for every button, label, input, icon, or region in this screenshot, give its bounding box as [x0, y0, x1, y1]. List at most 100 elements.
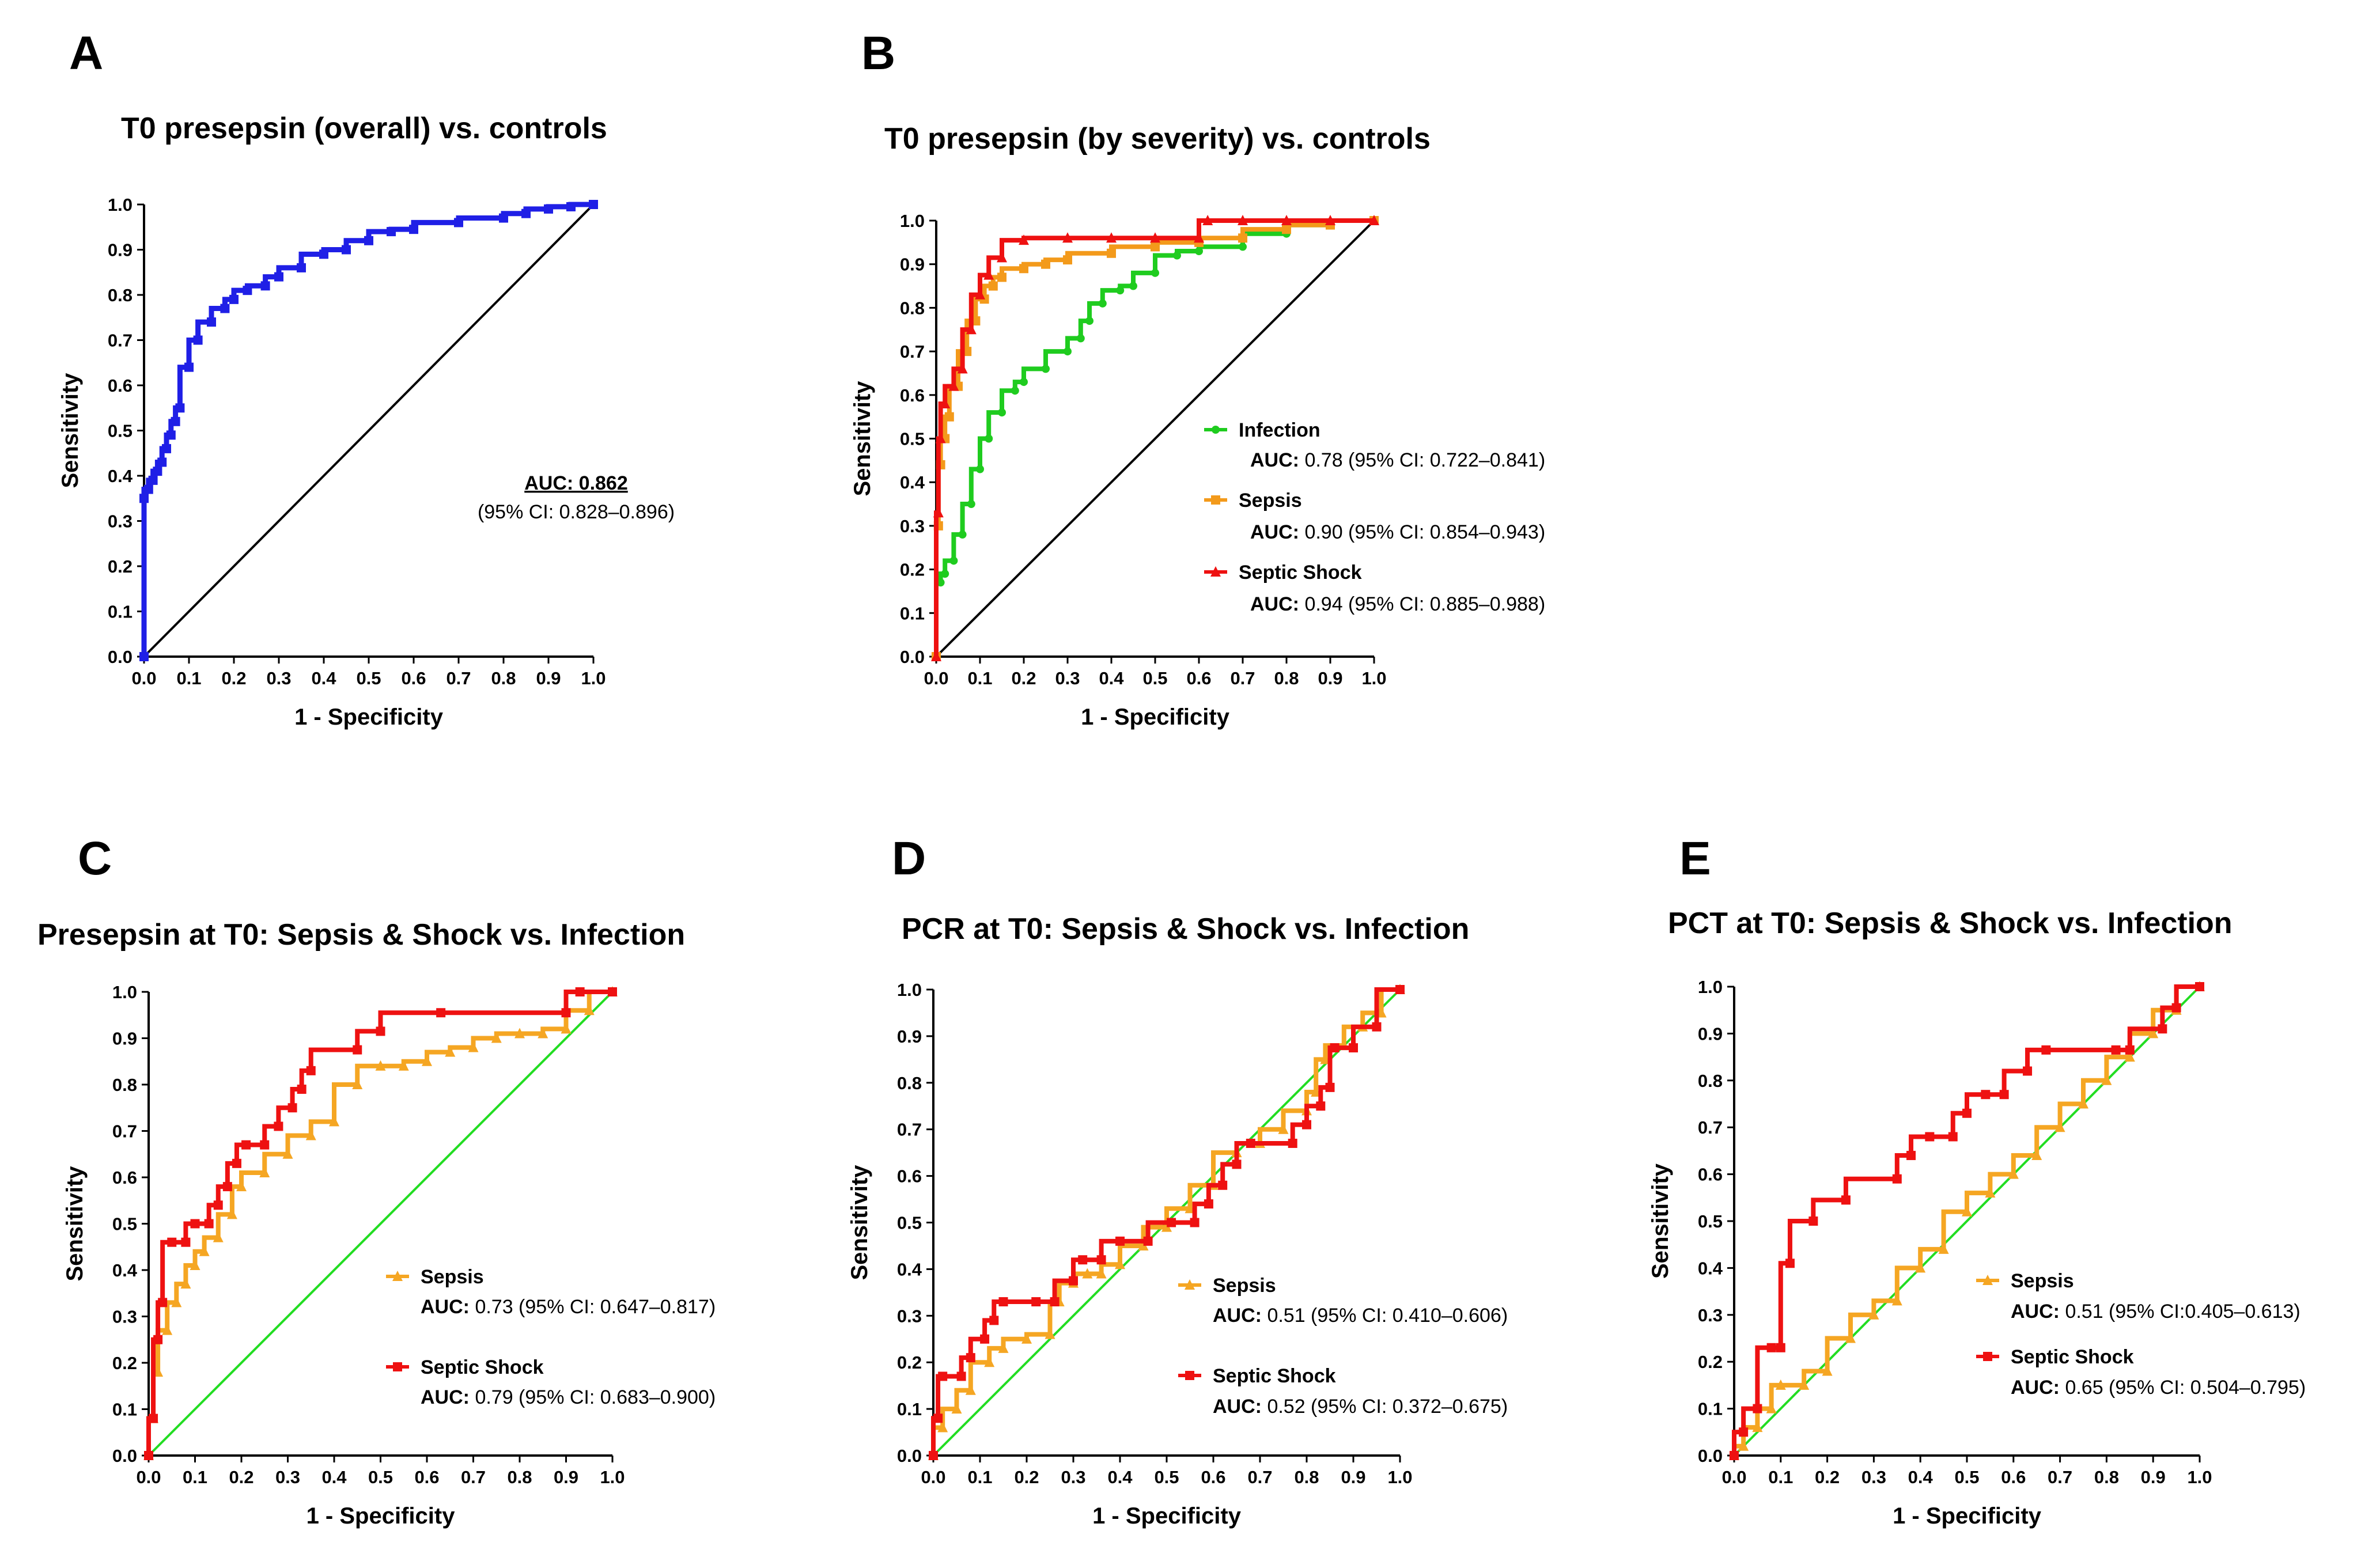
data-point	[936, 578, 945, 587]
data-point	[1752, 1422, 1763, 1432]
data-point	[1115, 1259, 1125, 1269]
y-tick-label: 0.8	[1698, 1071, 1723, 1091]
data-point	[980, 1334, 990, 1344]
x-tick-label: 0.3	[1055, 668, 1080, 688]
y-tick-label: 0.7	[897, 1120, 922, 1140]
data-point	[1799, 1379, 1810, 1390]
data-point	[1107, 248, 1116, 258]
data-point	[2125, 1045, 2135, 1055]
legend-name: Infection	[1239, 419, 1320, 441]
y-tick-label: 0.9	[1698, 1024, 1723, 1044]
legend-auc-prefix: AUC:	[2011, 1301, 2065, 1322]
chart-title: T0 presepsin (by severity) vs. controls	[884, 122, 1431, 156]
x-tick-label: 0.6	[414, 1467, 439, 1487]
y-tick-label: 0.0	[112, 1446, 137, 1466]
data-point	[1064, 347, 1072, 356]
data-point	[1085, 317, 1093, 325]
data-point	[983, 269, 994, 280]
data-point	[376, 1026, 385, 1036]
data-point	[1082, 1268, 1093, 1279]
data-point	[1076, 334, 1085, 343]
data-point	[1288, 1138, 1297, 1148]
data-point	[454, 218, 463, 228]
data-point	[364, 236, 373, 245]
auc-ci: (95% CI: 0.828–0.896)	[478, 501, 675, 523]
y-axis-label: Sensitivity	[1648, 1163, 1673, 1279]
data-point	[929, 1451, 938, 1460]
data-point	[2124, 1051, 2135, 1062]
x-tick-label: 1.0	[1387, 1467, 1412, 1487]
legend-auc-prefix: AUC:	[1213, 1305, 1267, 1327]
data-point	[965, 1384, 976, 1395]
data-point	[204, 1219, 214, 1229]
x-tick-label: 0.5	[368, 1467, 393, 1487]
data-point	[207, 317, 216, 327]
y-tick-label: 0.5	[897, 1213, 922, 1233]
chart-title: Presepsin at T0: Sepsis & Shock vs. Infe…	[37, 918, 685, 952]
data-point	[1011, 386, 1019, 395]
data-point	[1962, 1206, 1972, 1216]
series-sepsis	[143, 986, 618, 1460]
y-tick-label: 0.4	[1698, 1258, 1723, 1278]
reference-line	[935, 219, 1375, 658]
y-tick-label: 0.6	[108, 376, 133, 396]
legend-auc: AUC: 0.51 (95% CI: 0.410–0.606)	[1213, 1305, 1508, 1327]
y-tick-label: 0.8	[897, 1073, 922, 1093]
data-point	[499, 213, 508, 223]
data-point	[1775, 1379, 1786, 1390]
series-septic-shock	[144, 987, 617, 1460]
data-point	[1841, 1195, 1851, 1205]
panel-letter: B	[861, 27, 895, 79]
x-axis-label: 1 - Specificity	[1092, 1503, 1242, 1529]
data-point	[1948, 1132, 1958, 1142]
panel-e: E PCT at T0: Sepsis & Shock vs. Infection…	[1648, 832, 2306, 1529]
x-tick-label: 0.8	[2094, 1467, 2119, 1487]
x-tick-label: 0.6	[2001, 1467, 2026, 1487]
data-point	[1766, 1403, 1777, 1413]
y-tick-label: 0.7	[1698, 1117, 1723, 1138]
y-tick-label: 0.9	[900, 255, 925, 275]
legend-auc: AUC: 0.73 (95% CI: 0.647–0.817)	[421, 1296, 716, 1318]
data-point	[1021, 1333, 1032, 1344]
x-tick-label: 1.0	[1361, 668, 1386, 688]
data-point	[2195, 982, 2204, 991]
series-line	[931, 987, 1400, 1456]
legend-septic-shock: Septic Shock AUC: 0.52 (95% CI: 0.372–0.6…	[1178, 1365, 1508, 1418]
data-point	[933, 1413, 943, 1423]
legend-name: Septic Shock	[1239, 562, 1362, 583]
data-point	[1161, 1221, 1172, 1232]
legend-auc-prefix: AUC:	[1250, 593, 1304, 615]
data-point	[1069, 1276, 1078, 1286]
data-point	[2041, 1045, 2051, 1055]
data-point	[544, 204, 553, 214]
data-point	[158, 1298, 168, 1308]
legend-swatch-marker	[1185, 1371, 1194, 1380]
series-septic-shock	[1730, 982, 2204, 1460]
data-point	[1891, 1295, 1902, 1306]
data-point	[468, 1041, 479, 1052]
y-tick-label: 0.5	[900, 429, 925, 449]
data-point	[1892, 1174, 1902, 1184]
data-point	[166, 430, 176, 440]
data-point	[1325, 1082, 1335, 1092]
legend-swatch-marker	[1210, 566, 1221, 577]
x-tick-label: 0.7	[2048, 1467, 2072, 1487]
data-point	[422, 1055, 432, 1066]
legend-auc-prefix: AUC:	[421, 1386, 475, 1408]
data-point	[2023, 1066, 2033, 1076]
x-tick-label: 0.6	[1186, 668, 1211, 688]
data-point	[985, 434, 993, 443]
data-point	[944, 412, 954, 422]
series-overall	[139, 200, 598, 661]
data-point	[1239, 242, 1247, 251]
data-point	[1190, 1218, 1200, 1227]
data-point	[445, 1046, 456, 1057]
x-tick-label: 0.3	[1061, 1467, 1085, 1487]
x-tick-label: 0.1	[967, 668, 992, 688]
data-point	[1019, 234, 1029, 245]
data-point	[1238, 215, 1248, 225]
x-tick-label: 0.7	[1247, 1467, 1272, 1487]
data-point	[948, 380, 959, 391]
data-point	[958, 530, 967, 539]
x-tick-label: 0.9	[1318, 668, 1342, 688]
